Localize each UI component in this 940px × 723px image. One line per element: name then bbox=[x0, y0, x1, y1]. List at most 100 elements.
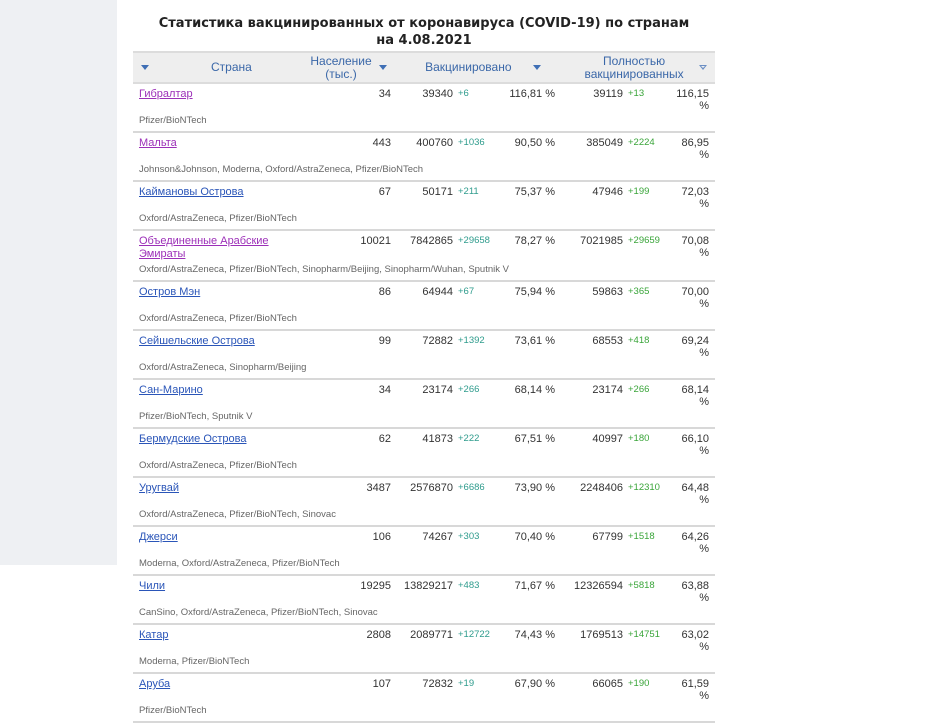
fully-vaccinated-percent: 68,14 % bbox=[681, 384, 710, 408]
sort-arrow-outline-icon[interactable] bbox=[699, 65, 708, 70]
vaccinated-cell: 13829217 bbox=[404, 580, 453, 592]
vaccinated-percent: 75,37 % bbox=[514, 186, 555, 198]
population-cell: 10021 bbox=[360, 235, 391, 247]
vaccinated-cell: 50171 bbox=[422, 186, 453, 198]
vaccinated-delta: +19 bbox=[458, 678, 475, 689]
vaccinated-percent: 90,50 % bbox=[514, 137, 555, 149]
country-link[interactable]: Гибралтар bbox=[139, 88, 193, 100]
vaccinated-cell: 7842865 bbox=[410, 235, 453, 247]
column-header-fully-vaccinated[interactable]: Полностью вакцинированных bbox=[561, 52, 715, 83]
country-link[interactable]: Остров Мэн bbox=[139, 286, 201, 298]
fully-vaccinated-cell: 68553 bbox=[592, 335, 623, 347]
population-cell: 2808 bbox=[366, 629, 391, 641]
column-header-population[interactable]: Население (тыс.) bbox=[303, 52, 391, 83]
country-link[interactable]: Объединенные Арабские Эмираты bbox=[139, 235, 269, 260]
vaccinated-delta: +211 bbox=[458, 186, 479, 197]
sort-arrow-icon[interactable] bbox=[141, 65, 149, 71]
fully-vaccinated-percent: 116,15 % bbox=[676, 88, 710, 112]
table-row-vaccines: Oxford/AstraZeneca, Pfizer/BioNTech bbox=[133, 457, 716, 478]
table-header: Страна Население (тыс.) Вакцинировано По… bbox=[133, 52, 716, 83]
vaccines-list: Oxford/AstraZeneca, Pfizer/BioNTech, Sin… bbox=[133, 506, 716, 527]
fully-vaccinated-percent: 66,10 % bbox=[681, 433, 710, 457]
country-link[interactable]: Джерси bbox=[139, 531, 178, 543]
vaccines-list: Pfizer/BioNTech, Sputnik V bbox=[133, 408, 716, 429]
left-gutter bbox=[0, 0, 117, 565]
vaccinated-delta: +303 bbox=[458, 531, 480, 542]
fully-vaccinated-delta: +199 bbox=[628, 186, 650, 197]
fully-vaccinated-delta: +14751 bbox=[628, 629, 660, 640]
fully-vaccinated-delta: +13 bbox=[628, 88, 645, 99]
fully-vaccinated-percent: 69,24 % bbox=[681, 335, 710, 359]
vaccinated-cell: 64944 bbox=[422, 286, 453, 298]
table-body: Гибралтар 34 39340 +6 116,81 % 39119 +13 116,15… bbox=[133, 83, 716, 723]
vaccinated-delta: +67 bbox=[458, 286, 475, 297]
vaccinated-delta: +483 bbox=[458, 580, 480, 591]
country-link[interactable]: Сан-Марино bbox=[139, 384, 203, 396]
vaccines-list: Moderna, Pfizer/BioNTech bbox=[133, 653, 716, 674]
table-row-vaccines: Pfizer/BioNTech bbox=[133, 702, 716, 723]
fully-vaccinated-percent: 70,00 % bbox=[681, 286, 710, 310]
table-row-vaccines: Oxford/AstraZeneca, Sinopharm/Beijing bbox=[133, 359, 716, 380]
table-row: Сан-Марино 34 23174 +266 68,14 % 23174 +266 68,… bbox=[133, 379, 715, 408]
table-row: Остров Мэн 86 64944 +67 75,94 % 59863 +365 70,0… bbox=[133, 281, 715, 310]
country-link[interactable]: Чили bbox=[139, 580, 166, 592]
page-title-line1: Статистика вакцинированных от коронавиру… bbox=[158, 16, 690, 31]
country-link[interactable]: Уругвай bbox=[139, 482, 179, 494]
fully-vaccinated-delta: +12310 bbox=[628, 482, 660, 493]
fully-vaccinated-cell: 47946 bbox=[592, 186, 623, 198]
table-row-vaccines: Oxford/AstraZeneca, Pfizer/BioNTech, Sin… bbox=[133, 506, 716, 527]
country-cell: Чили bbox=[133, 575, 303, 604]
fully-vaccinated-delta: +180 bbox=[628, 433, 650, 444]
fully-vaccinated-percent: 86,95 % bbox=[681, 137, 710, 161]
page-title-line2: на 4.08.2021 bbox=[376, 33, 472, 48]
vaccinated-cell: 41873 bbox=[422, 433, 453, 445]
vaccinated-cell: 72832 bbox=[422, 678, 453, 690]
fully-vaccinated-percent: 72,03 % bbox=[681, 186, 710, 210]
fully-vaccinated-cell: 2248406 bbox=[580, 482, 623, 494]
population-cell: 443 bbox=[372, 137, 391, 149]
vaccines-list: Oxford/AstraZeneca, Pfizer/BioNTech bbox=[133, 210, 716, 231]
vaccinated-percent: 71,67 % bbox=[514, 580, 555, 592]
fully-vaccinated-delta: +5818 bbox=[628, 580, 655, 591]
country-cell: Объединенные Арабские Эмираты bbox=[133, 230, 303, 261]
column-header-vaccinated[interactable]: Вакцинировано bbox=[391, 52, 561, 83]
fully-vaccinated-cell: 67799 bbox=[592, 531, 623, 543]
population-cell: 62 bbox=[378, 433, 391, 445]
table-row-vaccines: Johnson&Johnson, Moderna, Oxford/AstraZe… bbox=[133, 161, 716, 182]
country-cell: Каймановы Острова bbox=[133, 181, 303, 210]
vaccinated-delta: +1392 bbox=[458, 335, 485, 346]
fully-vaccinated-cell: 39119 bbox=[593, 88, 623, 100]
country-link[interactable]: Сейшельские Острова bbox=[139, 335, 255, 347]
country-link[interactable]: Каймановы Острова bbox=[139, 186, 244, 198]
vaccines-list: CanSino, Oxford/AstraZeneca, Pfizer/BioN… bbox=[133, 604, 716, 625]
vaccinated-percent: 67,51 % bbox=[514, 433, 555, 445]
sort-arrow-icon[interactable] bbox=[379, 65, 387, 70]
vaccinated-cell: 2089771 bbox=[410, 629, 453, 641]
vaccinated-percent: 75,94 % bbox=[514, 286, 555, 298]
country-cell: Остров Мэн bbox=[133, 281, 303, 310]
column-header-country[interactable]: Страна bbox=[133, 52, 303, 83]
country-cell: Гибралтар bbox=[133, 83, 303, 112]
country-link[interactable]: Аруба bbox=[139, 678, 171, 690]
country-cell: Уругвай bbox=[133, 477, 303, 506]
fully-vaccinated-percent: 70,08 % bbox=[681, 235, 710, 259]
vaccinated-percent: 70,40 % bbox=[514, 531, 555, 543]
population-cell: 99 bbox=[378, 335, 391, 347]
fully-vaccinated-cell: 7021985 bbox=[580, 235, 623, 247]
vaccinated-delta: +1036 bbox=[458, 137, 485, 148]
population-cell: 106 bbox=[372, 531, 391, 543]
vaccines-list: Moderna, Oxford/AstraZeneca, Pfizer/BioN… bbox=[133, 555, 716, 576]
table-row: Бермудские Острова 62 41873 +222 67,51 % 4099… bbox=[133, 428, 715, 457]
fully-vaccinated-delta: +190 bbox=[628, 678, 650, 689]
country-link[interactable]: Бермудские Острова bbox=[139, 433, 247, 445]
fully-vaccinated-delta: +266 bbox=[628, 384, 650, 395]
table-row-vaccines: CanSino, Oxford/AstraZeneca, Pfizer/BioN… bbox=[133, 604, 716, 625]
fully-vaccinated-percent: 61,59 % bbox=[681, 678, 710, 702]
country-link[interactable]: Мальта bbox=[139, 137, 177, 149]
fully-vaccinated-delta: +365 bbox=[628, 286, 650, 297]
table-row: Аруба 107 72832 +19 67,90 % 66065 +190 61,59 % bbox=[133, 673, 715, 702]
population-cell: 67 bbox=[378, 186, 391, 198]
sort-arrow-icon[interactable] bbox=[532, 65, 541, 71]
vaccines-list: Johnson&Johnson, Moderna, Oxford/AstraZe… bbox=[133, 161, 716, 182]
country-link[interactable]: Катар bbox=[139, 629, 169, 641]
